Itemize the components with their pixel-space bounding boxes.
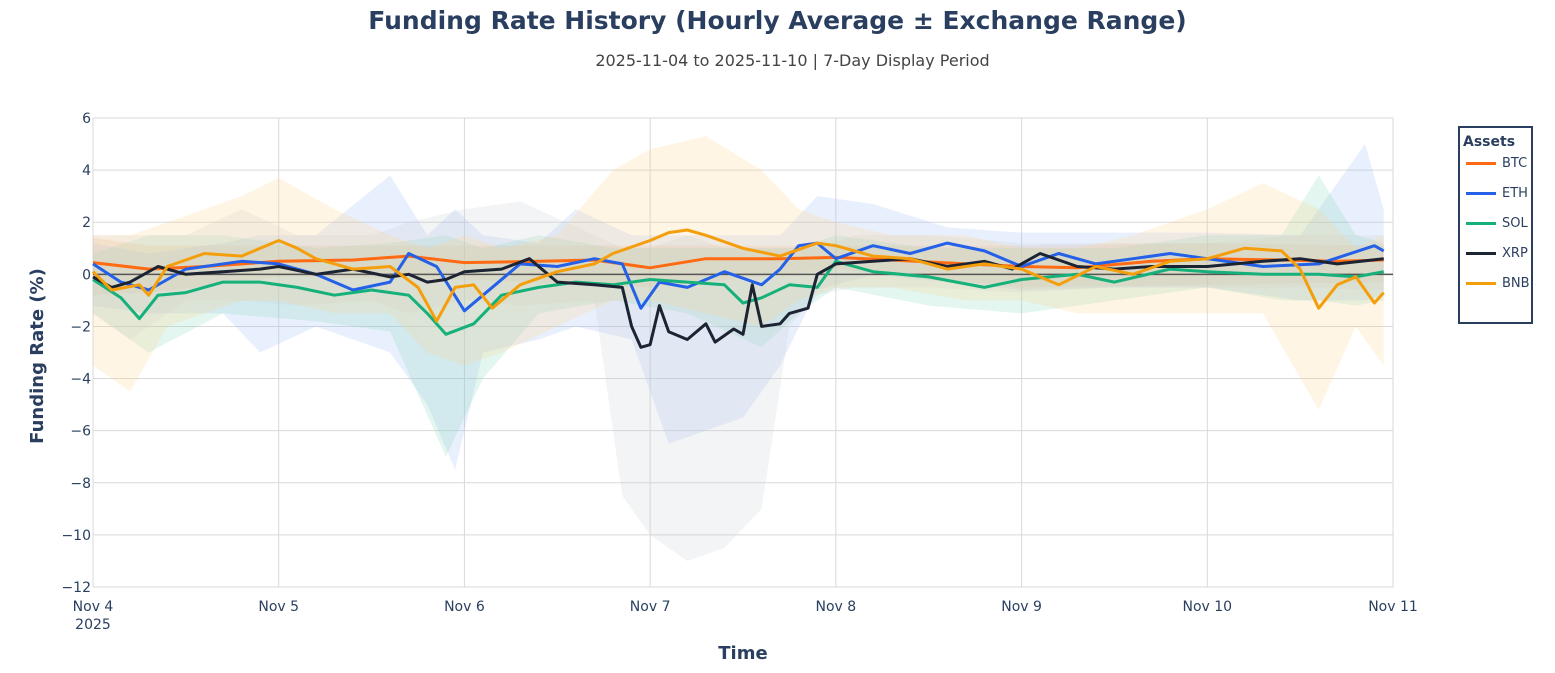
legend-label: BNB bbox=[1502, 276, 1530, 291]
y-tick-label: 6 bbox=[82, 111, 91, 127]
legend-swatch bbox=[1466, 162, 1496, 165]
y-tick-label: −4 bbox=[70, 372, 91, 388]
x-tick-label: Nov 10 bbox=[1182, 599, 1232, 615]
legend-swatch bbox=[1466, 252, 1496, 255]
legend-item-btc[interactable]: BTC bbox=[1466, 156, 1527, 171]
legend-swatch bbox=[1466, 222, 1496, 225]
x-tick-label: Nov 5 bbox=[258, 599, 299, 615]
x-tick-label: Nov 4 bbox=[73, 599, 114, 615]
x-tick-label: Nov 8 bbox=[816, 599, 857, 615]
legend-title: Assets bbox=[1463, 134, 1531, 150]
y-tick-label: 2 bbox=[82, 215, 91, 231]
legend-item-eth[interactable]: ETH bbox=[1466, 186, 1528, 201]
y-tick-label: −12 bbox=[61, 580, 91, 596]
legend-item-bnb[interactable]: BNB bbox=[1466, 276, 1530, 291]
y-tick-label: −6 bbox=[70, 424, 91, 440]
x-axis-title: Time bbox=[718, 643, 767, 664]
legend-swatch bbox=[1466, 192, 1496, 195]
y-axis-title: Funding Rate (%) bbox=[27, 268, 48, 444]
legend-label: ETH bbox=[1502, 186, 1528, 201]
legend-label: BTC bbox=[1502, 156, 1527, 171]
y-tick-label: −8 bbox=[70, 476, 91, 492]
x-tick-label: Nov 11 bbox=[1368, 599, 1418, 615]
legend[interactable]: Assets BTC ETH SOL XRP BNB bbox=[1458, 126, 1533, 324]
x-tick-label: Nov 7 bbox=[630, 599, 671, 615]
legend-item-sol[interactable]: SOL bbox=[1466, 216, 1528, 231]
exchange-range-bands bbox=[93, 136, 1384, 561]
x-tick-year-label: 2025 bbox=[75, 617, 111, 633]
y-tick-label: 4 bbox=[82, 163, 91, 179]
legend-label: SOL bbox=[1502, 216, 1528, 231]
x-tick-label: Nov 6 bbox=[444, 599, 485, 615]
x-tick-label: Nov 9 bbox=[1001, 599, 1042, 615]
y-tick-label: −2 bbox=[70, 319, 91, 335]
y-tick-label: 0 bbox=[82, 267, 91, 283]
y-tick-label: −10 bbox=[61, 528, 91, 544]
legend-item-xrp[interactable]: XRP bbox=[1466, 246, 1528, 261]
legend-label: XRP bbox=[1502, 246, 1528, 261]
funding-rate-chart: 6 4 2 0 −2 −4 −6 −8 −10 −12 Nov 4 Nov 5 Nov 6 Nov 7 No… bbox=[0, 0, 1555, 673]
legend-swatch bbox=[1466, 282, 1496, 285]
